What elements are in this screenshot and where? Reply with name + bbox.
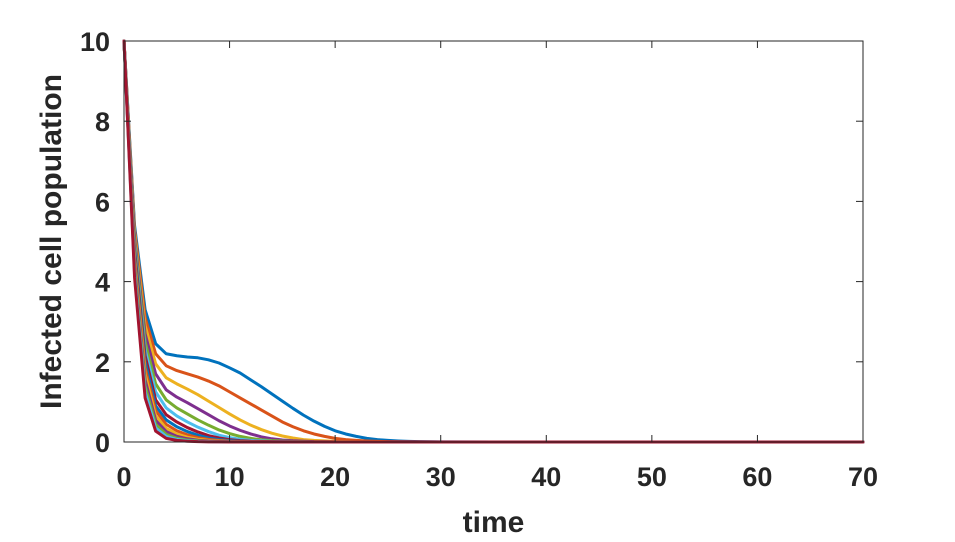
y-tick-label: 2	[95, 348, 110, 378]
x-tick-label: 30	[426, 462, 456, 492]
plot-area-frame	[123, 40, 864, 443]
x-tick-label: 60	[742, 462, 772, 492]
series-line-2	[122, 39, 865, 444]
series-line-3	[122, 39, 865, 444]
series-line-8	[122, 39, 865, 444]
series-line-7	[122, 39, 865, 444]
series-line-13	[122, 39, 865, 444]
series-line-6	[122, 39, 865, 444]
series-line-10	[122, 39, 865, 444]
series-line-12	[122, 39, 865, 444]
y-tick-label: 0	[95, 428, 110, 458]
y-axis-label: Infected cell population	[35, 74, 68, 409]
series-line-5	[122, 39, 865, 444]
x-tick-label: 20	[320, 462, 350, 492]
x-tick-label: 50	[637, 462, 667, 492]
series-line-9	[122, 39, 865, 444]
y-tick-label: 4	[95, 268, 110, 298]
series-line-1	[122, 39, 865, 444]
y-tick-label: 8	[95, 107, 110, 137]
x-tick-label: 10	[215, 462, 245, 492]
x-axis-label: time	[463, 506, 525, 539]
y-tick-label: 6	[95, 187, 110, 217]
x-tick-label: 40	[531, 462, 561, 492]
series-line-14	[122, 39, 865, 444]
ticks-layer: 0 10 20 30 40 50 60 70 0 2 4 6 8 10	[80, 27, 878, 492]
x-tick-label: 70	[848, 462, 878, 492]
y-tick-label: 10	[80, 27, 110, 57]
series-layer	[122, 39, 865, 444]
series-line-4	[122, 39, 865, 444]
series-line-11	[122, 39, 865, 444]
x-tick-label: 0	[116, 462, 131, 492]
